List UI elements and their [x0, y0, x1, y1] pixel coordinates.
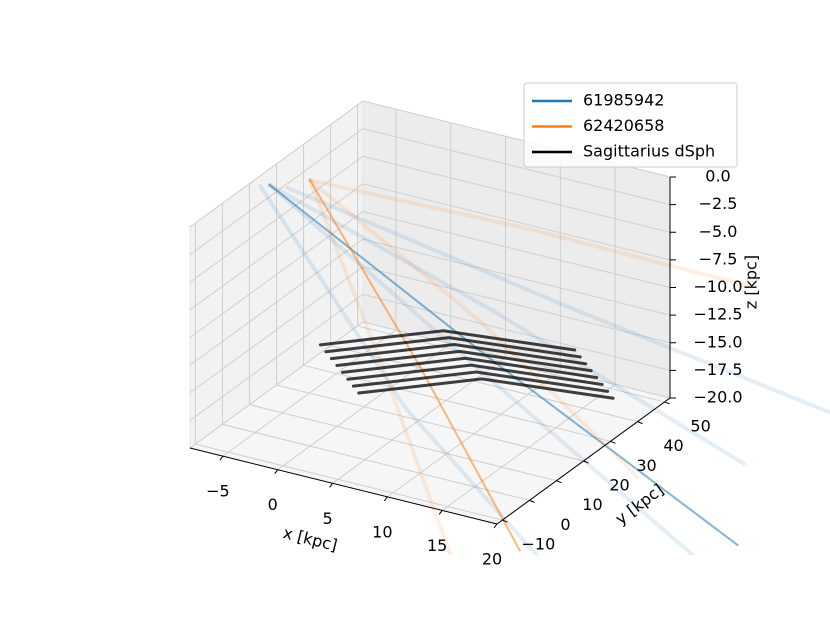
grid-line — [362, 128, 671, 206]
grid-line — [362, 266, 671, 344]
grid-line — [189, 183, 364, 311]
trajectory — [346, 363, 604, 386]
z-tick-label: −10.0 — [693, 277, 742, 296]
z-tick-label: −12.5 — [693, 305, 742, 324]
z-tick-label: 0.0 — [705, 167, 730, 186]
grid-line — [330, 345, 638, 423]
tick-mark — [637, 421, 643, 425]
tick-mark — [219, 455, 224, 461]
legend-label: 61985942 — [583, 91, 664, 110]
grid-line — [195, 443, 503, 521]
trajectory — [308, 178, 453, 555]
tick-mark — [529, 499, 535, 503]
trajectory — [308, 178, 749, 288]
x-tick-label: 5 — [322, 509, 332, 528]
grid-line — [249, 404, 557, 482]
grid-line — [189, 155, 364, 283]
z-tick-label: −20.0 — [693, 388, 742, 407]
tick-mark — [664, 401, 670, 405]
grid-line — [189, 211, 364, 338]
grid-line — [189, 266, 364, 394]
x-tick-label: 10 — [372, 522, 392, 541]
grid-line — [362, 155, 671, 233]
trajectory — [351, 370, 610, 393]
z-axis-label: z [kpc] — [742, 255, 761, 309]
tick-mark — [438, 510, 443, 515]
z-tick-label: −17.5 — [693, 360, 742, 379]
x-tick-label: 20 — [482, 550, 502, 569]
trajectory — [258, 184, 540, 555]
legend-box — [523, 82, 738, 168]
grid-line — [189, 238, 364, 366]
axis-line — [496, 397, 671, 525]
tick-mark — [329, 482, 333, 488]
y-tick-label: 50 — [690, 416, 710, 435]
x-tick-label: −5 — [206, 482, 230, 501]
y-tick-label: 40 — [663, 436, 683, 455]
y-tick-label: 30 — [636, 456, 656, 475]
tick-mark — [610, 440, 616, 444]
z-tick-label: −2.5 — [699, 194, 738, 213]
x-tick-label: 0 — [268, 495, 278, 514]
trajectory — [335, 349, 593, 373]
grid-line — [189, 293, 364, 421]
tick-mark — [502, 519, 508, 523]
grid-line — [362, 238, 671, 316]
y-tick-label: 10 — [582, 495, 602, 514]
trajectory — [267, 183, 696, 555]
grid-line — [222, 423, 530, 501]
tick-mark — [556, 480, 562, 484]
trajectory — [308, 178, 640, 479]
tick-mark — [274, 469, 279, 475]
z-tick-label: −15.0 — [693, 332, 742, 351]
trajectory — [318, 329, 577, 352]
grid-line — [362, 293, 671, 371]
grid-line — [362, 211, 671, 288]
trajectory — [329, 342, 588, 366]
legend: 61985942 62420658 Sagittarius dSph — [523, 82, 738, 168]
tick-mark — [493, 523, 498, 529]
panes — [188, 100, 672, 525]
legend-label: 62420658 — [583, 116, 664, 135]
legend-label: Sagittarius dSph — [583, 142, 715, 161]
axis-line — [189, 447, 498, 525]
grid-line — [362, 183, 671, 261]
y-tick-label: 20 — [609, 476, 629, 495]
tick-mark — [383, 496, 388, 502]
y-tick-label: −10 — [522, 535, 556, 554]
y-tick-label: 0 — [560, 515, 570, 534]
tick-mark — [583, 460, 589, 464]
trajectory — [267, 183, 746, 466]
trajectory — [285, 185, 830, 415]
grid-line — [276, 384, 584, 462]
plot-area — [258, 178, 830, 555]
trajectory — [324, 336, 582, 359]
x-axis-label: x [kpc] — [281, 523, 339, 555]
z-tick-label: −5.0 — [699, 222, 738, 241]
x-tick-label: 15 — [427, 536, 447, 555]
trajectory — [340, 356, 599, 380]
trajectory — [357, 377, 615, 400]
grid-line — [189, 100, 364, 228]
z-tick-label: −7.5 — [699, 249, 738, 268]
